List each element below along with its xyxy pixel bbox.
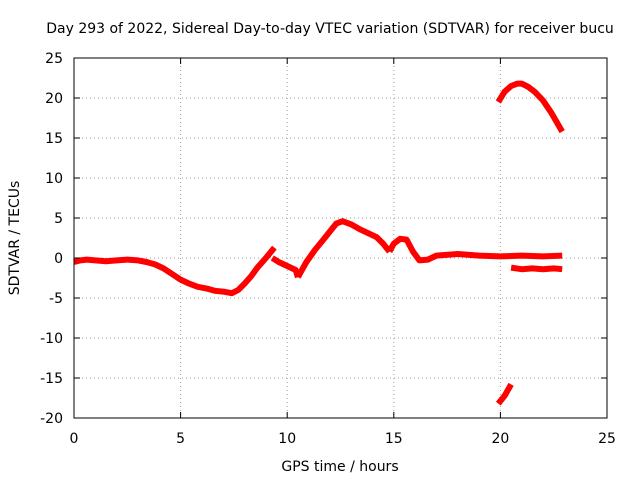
series-line-sdtvar-segment-2 — [270, 255, 301, 279]
y-tick-label: 5 — [54, 211, 63, 227]
series-layer — [73, 80, 565, 406]
y-tick-label: -20 — [40, 411, 63, 427]
y-tick-label: -10 — [40, 331, 63, 347]
y-axis-title: SDTVAR / TECUs — [7, 181, 23, 296]
chart-title: Day 293 of 2022, Sidereal Day-to-day VTE… — [46, 21, 614, 37]
x-tick-label: 10 — [278, 431, 296, 447]
x-tick-label: 0 — [70, 431, 79, 447]
series-line-sdtvar-segment-6 — [495, 80, 565, 134]
y-tick-label: -15 — [40, 371, 63, 387]
y-tick-label: 15 — [45, 131, 63, 147]
y-tick-label: -5 — [49, 291, 63, 307]
series-line-sdtvar-main — [73, 245, 277, 297]
y-tick-label: 25 — [45, 51, 63, 67]
x-tick-label: 15 — [385, 431, 403, 447]
plot-frame — [73, 57, 608, 419]
y-tick-label: 10 — [45, 171, 63, 187]
x-tick-label: 5 — [176, 431, 185, 447]
grid — [74, 58, 607, 418]
y-tick-label: 20 — [45, 91, 63, 107]
x-axis-title: GPS time / hours — [281, 459, 398, 475]
series-line-sdtvar-segment-4 — [386, 235, 563, 264]
series-line-sdtvar-segment-5 — [510, 264, 563, 273]
x-tick-label: 25 — [598, 431, 616, 447]
series-line-sdtvar-segment-3 — [295, 218, 392, 279]
x-tick-label: 20 — [491, 431, 509, 447]
y-tick-label: 0 — [54, 251, 63, 267]
series-line-sdtvar-segment-7 — [495, 382, 514, 406]
ticks: 0 5 10 15 20 25 -20 -15 -10 -5 0 5 10 15 20 25 — [40, 51, 616, 447]
